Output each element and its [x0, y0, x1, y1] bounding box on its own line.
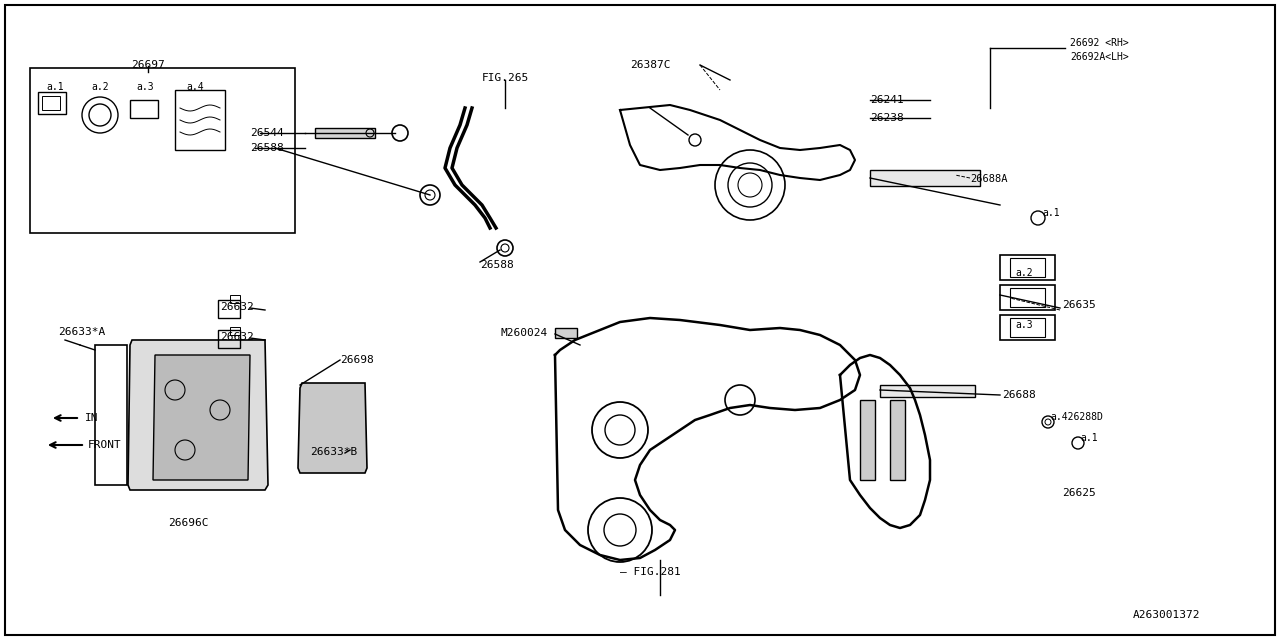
Text: 26633*A: 26633*A: [58, 327, 105, 337]
Bar: [175, 90, 225, 150]
Bar: [1000, 255, 1055, 280]
Text: FRONT: FRONT: [88, 440, 122, 450]
Bar: [1010, 258, 1044, 277]
Text: 26632: 26632: [220, 332, 253, 342]
Text: 26387C: 26387C: [630, 60, 671, 70]
Text: 26635: 26635: [1062, 300, 1096, 310]
Bar: [95, 345, 127, 485]
Text: 26688: 26688: [1002, 390, 1036, 400]
Text: a.1: a.1: [1080, 433, 1098, 443]
Text: a.3: a.3: [136, 82, 154, 92]
Bar: [131, 100, 157, 118]
Text: 26588: 26588: [480, 260, 513, 270]
Text: FIG.265: FIG.265: [481, 73, 529, 83]
Bar: [42, 96, 60, 110]
Bar: [1000, 285, 1055, 310]
Text: a.2: a.2: [91, 82, 109, 92]
Text: 26238: 26238: [870, 113, 904, 123]
Text: 26692 <RH>: 26692 <RH>: [1070, 38, 1129, 48]
Text: 26688A: 26688A: [970, 174, 1007, 184]
Text: 26698: 26698: [340, 355, 374, 365]
Text: 26241: 26241: [870, 95, 904, 105]
Text: 26632: 26632: [220, 302, 253, 312]
Bar: [230, 327, 241, 335]
Text: M260024: M260024: [500, 328, 548, 338]
Bar: [860, 400, 876, 480]
Bar: [218, 300, 241, 318]
Bar: [556, 328, 577, 338]
Bar: [870, 170, 980, 186]
Text: 26697: 26697: [131, 60, 165, 70]
Text: — FIG.281: — FIG.281: [620, 567, 681, 577]
Text: IN: IN: [84, 413, 99, 423]
Text: a.1: a.1: [46, 82, 64, 92]
Bar: [218, 330, 241, 348]
Text: 26544: 26544: [250, 128, 284, 138]
Bar: [890, 400, 905, 480]
Text: 26692A<LH>: 26692A<LH>: [1070, 52, 1129, 62]
Text: 26625: 26625: [1062, 488, 1096, 498]
Bar: [1010, 288, 1044, 307]
Text: a.2: a.2: [1015, 268, 1033, 278]
Polygon shape: [154, 355, 250, 480]
Text: A263001372: A263001372: [1133, 610, 1201, 620]
Text: 26633*B: 26633*B: [310, 447, 357, 457]
Text: 26588: 26588: [250, 143, 284, 153]
Bar: [881, 385, 975, 397]
Bar: [38, 92, 67, 114]
Polygon shape: [128, 340, 268, 490]
Text: 26696C: 26696C: [168, 518, 209, 528]
Text: a.426288D: a.426288D: [1050, 412, 1103, 422]
Bar: [230, 295, 241, 303]
Bar: [29, 68, 294, 233]
Text: a.1: a.1: [1042, 208, 1060, 218]
Text: a.4: a.4: [186, 82, 204, 92]
Bar: [1000, 315, 1055, 340]
Polygon shape: [298, 383, 367, 473]
Text: a.3: a.3: [1015, 320, 1033, 330]
Bar: [1010, 318, 1044, 337]
Bar: [315, 128, 375, 138]
